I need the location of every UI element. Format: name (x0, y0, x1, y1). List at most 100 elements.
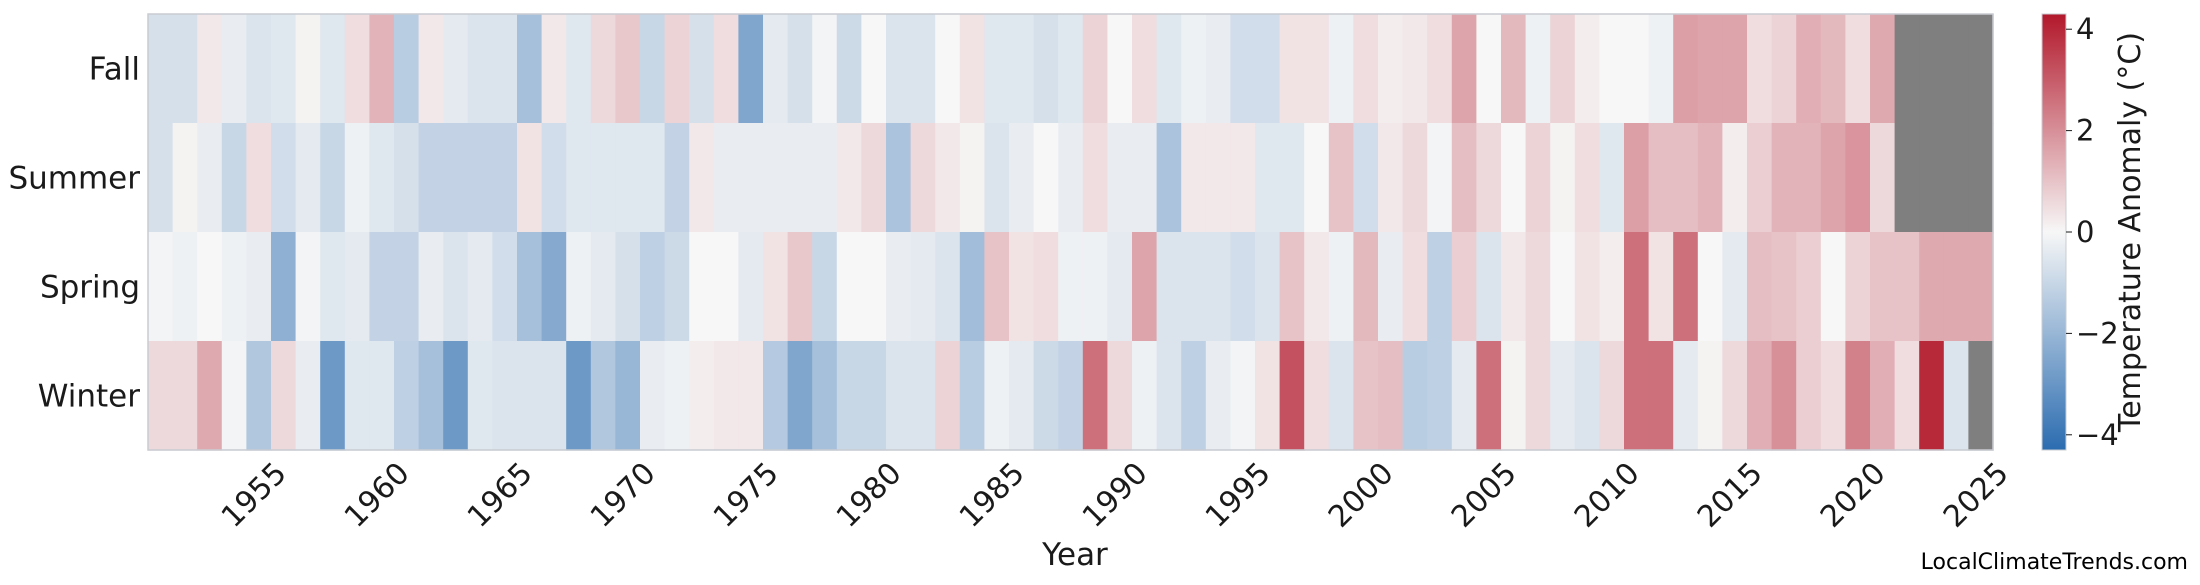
heatmap-cell-spring-2007 (1525, 232, 1551, 342)
heatmap-cell-summer-2005 (1476, 123, 1502, 233)
heatmap-cell-spring-1958 (320, 232, 346, 342)
heatmap-cell-spring-1991 (1132, 232, 1158, 342)
heatmap-cell-spring-1969 (590, 232, 616, 342)
heatmap-cell-fall-2000 (1353, 14, 1379, 124)
heatmap-cell-winter-1988 (1058, 341, 1084, 451)
heatmap-cell-spring-2016 (1747, 232, 1773, 342)
heatmap-cell-summer-1951 (148, 123, 174, 233)
heatmap-cell-fall-1964 (467, 14, 493, 124)
heatmap-cell-spring-2019 (1820, 232, 1846, 342)
colorbar-tick-label: −4 (2076, 418, 2119, 452)
heatmap-cell-winter-1973 (689, 341, 715, 451)
heatmap-cell-winter-2000 (1353, 341, 1379, 451)
heatmap-cell-fall-1969 (590, 14, 616, 124)
heatmap-cell-winter-1993 (1181, 341, 1207, 451)
heatmap-cell-summer-1994 (1205, 123, 1231, 233)
heatmap-cell-fall-1990 (1107, 14, 1133, 124)
heatmap-cell-spring-1961 (394, 232, 420, 342)
heatmap-cell-spring-2004 (1451, 232, 1477, 342)
heatmap-cell-winter-1983 (935, 341, 961, 451)
row-label-fall: Fall (89, 52, 140, 88)
heatmap-cell-spring-1973 (689, 232, 715, 342)
heatmap-cell-summer-1967 (541, 123, 567, 233)
heatmap-cell-fall-1966 (517, 14, 543, 124)
heatmap-cell-fall-2013 (1673, 14, 1699, 124)
heatmap-cell-spring-1992 (1156, 232, 1182, 342)
heatmap-cell-fall-2016 (1747, 14, 1773, 124)
heatmap-cell-fall-2001 (1378, 14, 1404, 124)
heatmap-cell-winter-2002 (1402, 341, 1428, 451)
heatmap-cell-fall-1961 (394, 14, 420, 124)
heatmap-cell-summer-2017 (1771, 123, 1797, 233)
heatmap-cell-winter-2018 (1796, 341, 1822, 451)
heatmap-cell-winter-2022 (1894, 341, 1920, 451)
heatmap-cell-summer-2003 (1427, 123, 1453, 233)
heatmap-cell-spring-1985 (984, 232, 1010, 342)
heatmap-cell-spring-1960 (369, 232, 395, 342)
heatmap-cell-spring-2023 (1919, 232, 1945, 342)
heatmap-cell-spring-1995 (1230, 232, 1256, 342)
heatmap-cell-fall-2005 (1476, 14, 1502, 124)
heatmap-cell-spring-1975 (738, 232, 764, 342)
heatmap-cell-winter-2008 (1550, 341, 1576, 451)
heatmap-cell-spring-1980 (861, 232, 887, 342)
heatmap-cell-spring-1954 (221, 232, 247, 342)
heatmap-cell-summer-1986 (1009, 123, 1035, 233)
heatmap-cell-spring-1965 (492, 232, 518, 342)
heatmap-cell-summer-2000 (1353, 123, 1379, 233)
heatmap-cell-fall-1971 (640, 14, 666, 124)
heatmap-cell-fall-2012 (1648, 14, 1674, 124)
heatmap-cell-summer-2009 (1574, 123, 1600, 233)
heatmap-cell-summer-2001 (1378, 123, 1404, 233)
heatmap-cell-spring-1957 (295, 232, 321, 342)
heatmap-cell-fall-1978 (812, 14, 838, 124)
heatmap-cell-summer-1968 (566, 123, 592, 233)
heatmap-cell-spring-1966 (517, 232, 543, 342)
row-label-spring: Spring (40, 270, 140, 306)
heatmap-cell-winter-1971 (640, 341, 666, 451)
heatmap-cell-fall-1991 (1132, 14, 1158, 124)
heatmap-cell-summer-2011 (1624, 123, 1650, 233)
heatmap-cell-summer-2024 (1943, 123, 1969, 233)
heatmap-cell-summer-2014 (1697, 123, 1723, 233)
x-tick-2015: 2015 (1691, 456, 1770, 535)
heatmap-cell-fall-1995 (1230, 14, 1256, 124)
colorbar-tick-label: 2 (2076, 114, 2094, 148)
heatmap-cell-fall-1988 (1058, 14, 1084, 124)
heatmap-cell-spring-2009 (1574, 232, 1600, 342)
heatmap-cell-winter-1954 (221, 341, 247, 451)
heatmap-cell-summer-1966 (517, 123, 543, 233)
heatmap-cell-summer-2002 (1402, 123, 1428, 233)
heatmap-cell-spring-1977 (787, 232, 813, 342)
heatmap-cell-spring-1974 (713, 232, 739, 342)
heatmap-cell-summer-2008 (1550, 123, 1576, 233)
heatmap-cell-winter-2010 (1599, 341, 1625, 451)
heatmap-cell-spring-1994 (1205, 232, 1231, 342)
heatmap-cell-winter-1956 (271, 341, 297, 451)
heatmap-cell-winter-1968 (566, 341, 592, 451)
heatmap-cell-fall-1955 (246, 14, 272, 124)
heatmap-cell-fall-1989 (1082, 14, 1108, 124)
heatmap-cell-summer-1963 (443, 123, 469, 233)
heatmap-cell-spring-1964 (467, 232, 493, 342)
heatmap-cell-spring-1982 (910, 232, 936, 342)
heatmap-cell-spring-2012 (1648, 232, 1674, 342)
heatmap-cell-summer-1962 (418, 123, 444, 233)
heatmap-cell-summer-2023 (1919, 123, 1945, 233)
heatmap-cell-fall-1975 (738, 14, 764, 124)
heatmap-cell-winter-1974 (713, 341, 739, 451)
heatmap-cell-summer-2010 (1599, 123, 1625, 233)
row-labels: Fall Summer Spring Winter (8, 52, 140, 415)
heatmap-cell-fall-1976 (763, 14, 789, 124)
heatmap-cell-spring-2024 (1943, 232, 1969, 342)
heatmap-cell-fall-1963 (443, 14, 469, 124)
heatmap-cell-summer-2019 (1820, 123, 1846, 233)
heatmap-cell-winter-1996 (1255, 341, 1281, 451)
heatmap-cells (148, 14, 1994, 451)
heatmap-cell-fall-2022 (1894, 14, 1920, 124)
heatmap-cell-summer-1982 (910, 123, 936, 233)
heatmap-cell-summer-1999 (1328, 123, 1354, 233)
x-tick-2025: 2025 (1937, 456, 2016, 535)
heatmap-cell-winter-2001 (1378, 341, 1404, 451)
heatmap-cell-fall-1954 (221, 14, 247, 124)
